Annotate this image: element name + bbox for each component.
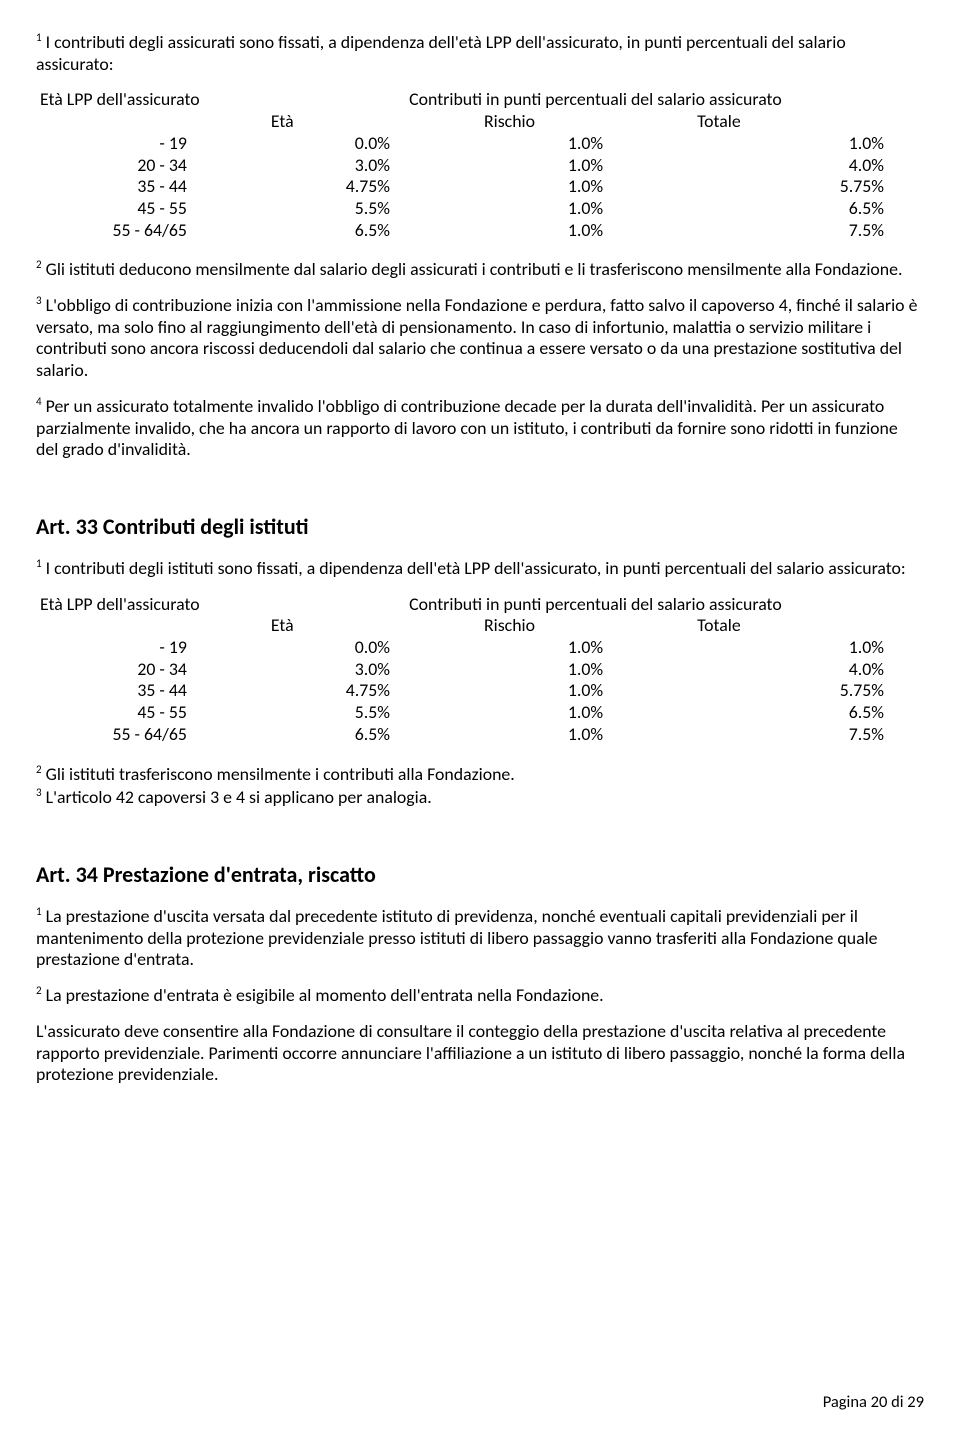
t1-cell-eta: 3.0%	[267, 155, 480, 177]
heading-art-34: Art. 34 Prestazione d'entrata, riscatto	[36, 861, 924, 888]
t1-row: 45 - 55 5.5% 1.0% 6.5%	[36, 198, 924, 220]
t2-h-tot: Totale	[693, 615, 924, 637]
t2-cell-tot: 4.0%	[693, 659, 924, 681]
para-3-text: L'obbligo di contribuzione inizia con l'…	[36, 294, 917, 381]
table-1: Età LPP dell'assicurato Contributi in pu…	[36, 89, 924, 241]
t2-h-age: Età LPP dell'assicurato	[36, 594, 267, 616]
page: 1 I contributi degli assicurati sono fis…	[0, 0, 960, 1438]
para-4: 4 Per un assicurato totalmente invalido …	[36, 396, 924, 461]
t2-cell-tot: 6.5%	[693, 702, 924, 724]
t2-cell-tot: 1.0%	[693, 637, 924, 659]
para-9: 2 La prestazione d'entrata è esigibile a…	[36, 985, 924, 1007]
t2-h-contrib: Contributi in punti percentuali del sala…	[267, 594, 924, 616]
t1-row: 55 - 64/65 6.5% 1.0% 7.5%	[36, 220, 924, 242]
t2-row: 35 - 44 4.75% 1.0% 5.75%	[36, 680, 924, 702]
table-2-header-row-1: Età LPP dell'assicurato Contributi in pu…	[36, 594, 924, 616]
para-8: 1 La prestazione d'uscita versata dal pr…	[36, 906, 924, 971]
table-1-header-row-1: Età LPP dell'assicurato Contributi in pu…	[36, 89, 924, 111]
heading-art-33: Art. 33 Contributi degli istituti	[36, 513, 924, 540]
sup-2c: 2	[36, 984, 42, 997]
para-6: 2 Gli istituti trasferiscono mensilmente…	[36, 764, 924, 786]
sup-1b: 1	[36, 557, 42, 570]
t2-cell-eta: 3.0%	[267, 659, 480, 681]
para-1-text: I contributi degli assicurati sono fissa…	[36, 31, 846, 75]
para-5: 1 I contributi degli istituti sono fissa…	[36, 558, 924, 580]
t2-cell-age: 45 - 55	[36, 702, 267, 724]
t1-cell-tot: 5.75%	[693, 176, 924, 198]
t1-h-age: Età LPP dell'assicurato	[36, 89, 267, 111]
t1-cell-risk: 1.0%	[480, 133, 693, 155]
t1-cell-risk: 1.0%	[480, 220, 693, 242]
t2-h-eta: Età	[267, 615, 480, 637]
t2-h-risk: Rischio	[480, 615, 693, 637]
t1-cell-tot: 1.0%	[693, 133, 924, 155]
t1-cell-risk: 1.0%	[480, 176, 693, 198]
para-7-text: L'articolo 42 capoversi 3 e 4 si applica…	[46, 786, 432, 808]
t1-h-tot: Totale	[693, 111, 924, 133]
t1-cell-risk: 1.0%	[480, 155, 693, 177]
t1-cell-tot: 4.0%	[693, 155, 924, 177]
t1-cell-eta: 5.5%	[267, 198, 480, 220]
t1-h-eta: Età	[267, 111, 480, 133]
para-9-text: La prestazione d'entrata è esigibile al …	[46, 984, 604, 1006]
sup-2b: 2	[36, 763, 42, 776]
t1-cell-age: 55 - 64/65	[36, 220, 267, 242]
t1-cell-age: - 19	[36, 133, 267, 155]
para-3: 3 L'obbligo di contribuzione inizia con …	[36, 295, 924, 382]
t1-cell-eta: 0.0%	[267, 133, 480, 155]
para-6-text: Gli istituti trasferiscono mensilmente i…	[46, 763, 515, 785]
t1-h-contrib: Contributi in punti percentuali del sala…	[267, 89, 924, 111]
t2-row: 20 - 34 3.0% 1.0% 4.0%	[36, 659, 924, 681]
t1-cell-tot: 7.5%	[693, 220, 924, 242]
t1-cell-risk: 1.0%	[480, 198, 693, 220]
t2-cell-eta: 4.75%	[267, 680, 480, 702]
t1-h-risk: Rischio	[480, 111, 693, 133]
para-5-text: I contributi degli istituti sono fissati…	[46, 557, 906, 579]
t1-cell-eta: 6.5%	[267, 220, 480, 242]
t2-cell-risk: 1.0%	[480, 724, 693, 746]
t1-cell-tot: 6.5%	[693, 198, 924, 220]
sup-3: 3	[36, 294, 42, 307]
t2-cell-risk: 1.0%	[480, 659, 693, 681]
t2-cell-age: 20 - 34	[36, 659, 267, 681]
para-8-text: La prestazione d'uscita versata dal prec…	[36, 905, 878, 970]
t2-cell-risk: 1.0%	[480, 702, 693, 724]
para-2-text: Gli istituti deducono mensilmente dal sa…	[46, 258, 903, 280]
t1-cell-age: 20 - 34	[36, 155, 267, 177]
t2-cell-tot: 7.5%	[693, 724, 924, 746]
t2-cell-eta: 5.5%	[267, 702, 480, 724]
table-2: Età LPP dell'assicurato Contributi in pu…	[36, 594, 924, 746]
t2-row: 55 - 64/65 6.5% 1.0% 7.5%	[36, 724, 924, 746]
t2-cell-tot: 5.75%	[693, 680, 924, 702]
para-2: 2 Gli istituti deducono mensilmente dal …	[36, 259, 924, 281]
t2-cell-eta: 0.0%	[267, 637, 480, 659]
t2-row: - 19 0.0% 1.0% 1.0%	[36, 637, 924, 659]
sup-2: 2	[36, 258, 42, 271]
sup-4: 4	[36, 395, 42, 408]
para-1: 1 I contributi degli assicurati sono fis…	[36, 32, 924, 75]
para-10: L'assicurato deve consentire alla Fondaz…	[36, 1021, 924, 1086]
sup-1: 1	[36, 31, 42, 44]
para-10-text: L'assicurato deve consentire alla Fondaz…	[36, 1020, 905, 1085]
table-1-header-row-2: Età Rischio Totale	[36, 111, 924, 133]
t1-cell-age: 45 - 55	[36, 198, 267, 220]
t2-cell-risk: 1.0%	[480, 637, 693, 659]
sup-1c: 1	[36, 905, 42, 918]
t2-cell-age: 55 - 64/65	[36, 724, 267, 746]
t2-cell-age: - 19	[36, 637, 267, 659]
t2-cell-risk: 1.0%	[480, 680, 693, 702]
t2-row: 45 - 55 5.5% 1.0% 6.5%	[36, 702, 924, 724]
t2-cell-age: 35 - 44	[36, 680, 267, 702]
t2-cell-eta: 6.5%	[267, 724, 480, 746]
para-4-text: Per un assicurato totalmente invalido l'…	[36, 395, 898, 460]
sup-3b: 3	[36, 786, 42, 799]
table-2-header-row-2: Età Rischio Totale	[36, 615, 924, 637]
t1-row: 35 - 44 4.75% 1.0% 5.75%	[36, 176, 924, 198]
t1-cell-age: 35 - 44	[36, 176, 267, 198]
para-7: 3 L'articolo 42 capoversi 3 e 4 si appli…	[36, 787, 924, 809]
t1-row: 20 - 34 3.0% 1.0% 4.0%	[36, 155, 924, 177]
page-footer: Pagina 20 di 29	[823, 1392, 924, 1412]
t1-cell-eta: 4.75%	[267, 176, 480, 198]
t1-row: - 19 0.0% 1.0% 1.0%	[36, 133, 924, 155]
